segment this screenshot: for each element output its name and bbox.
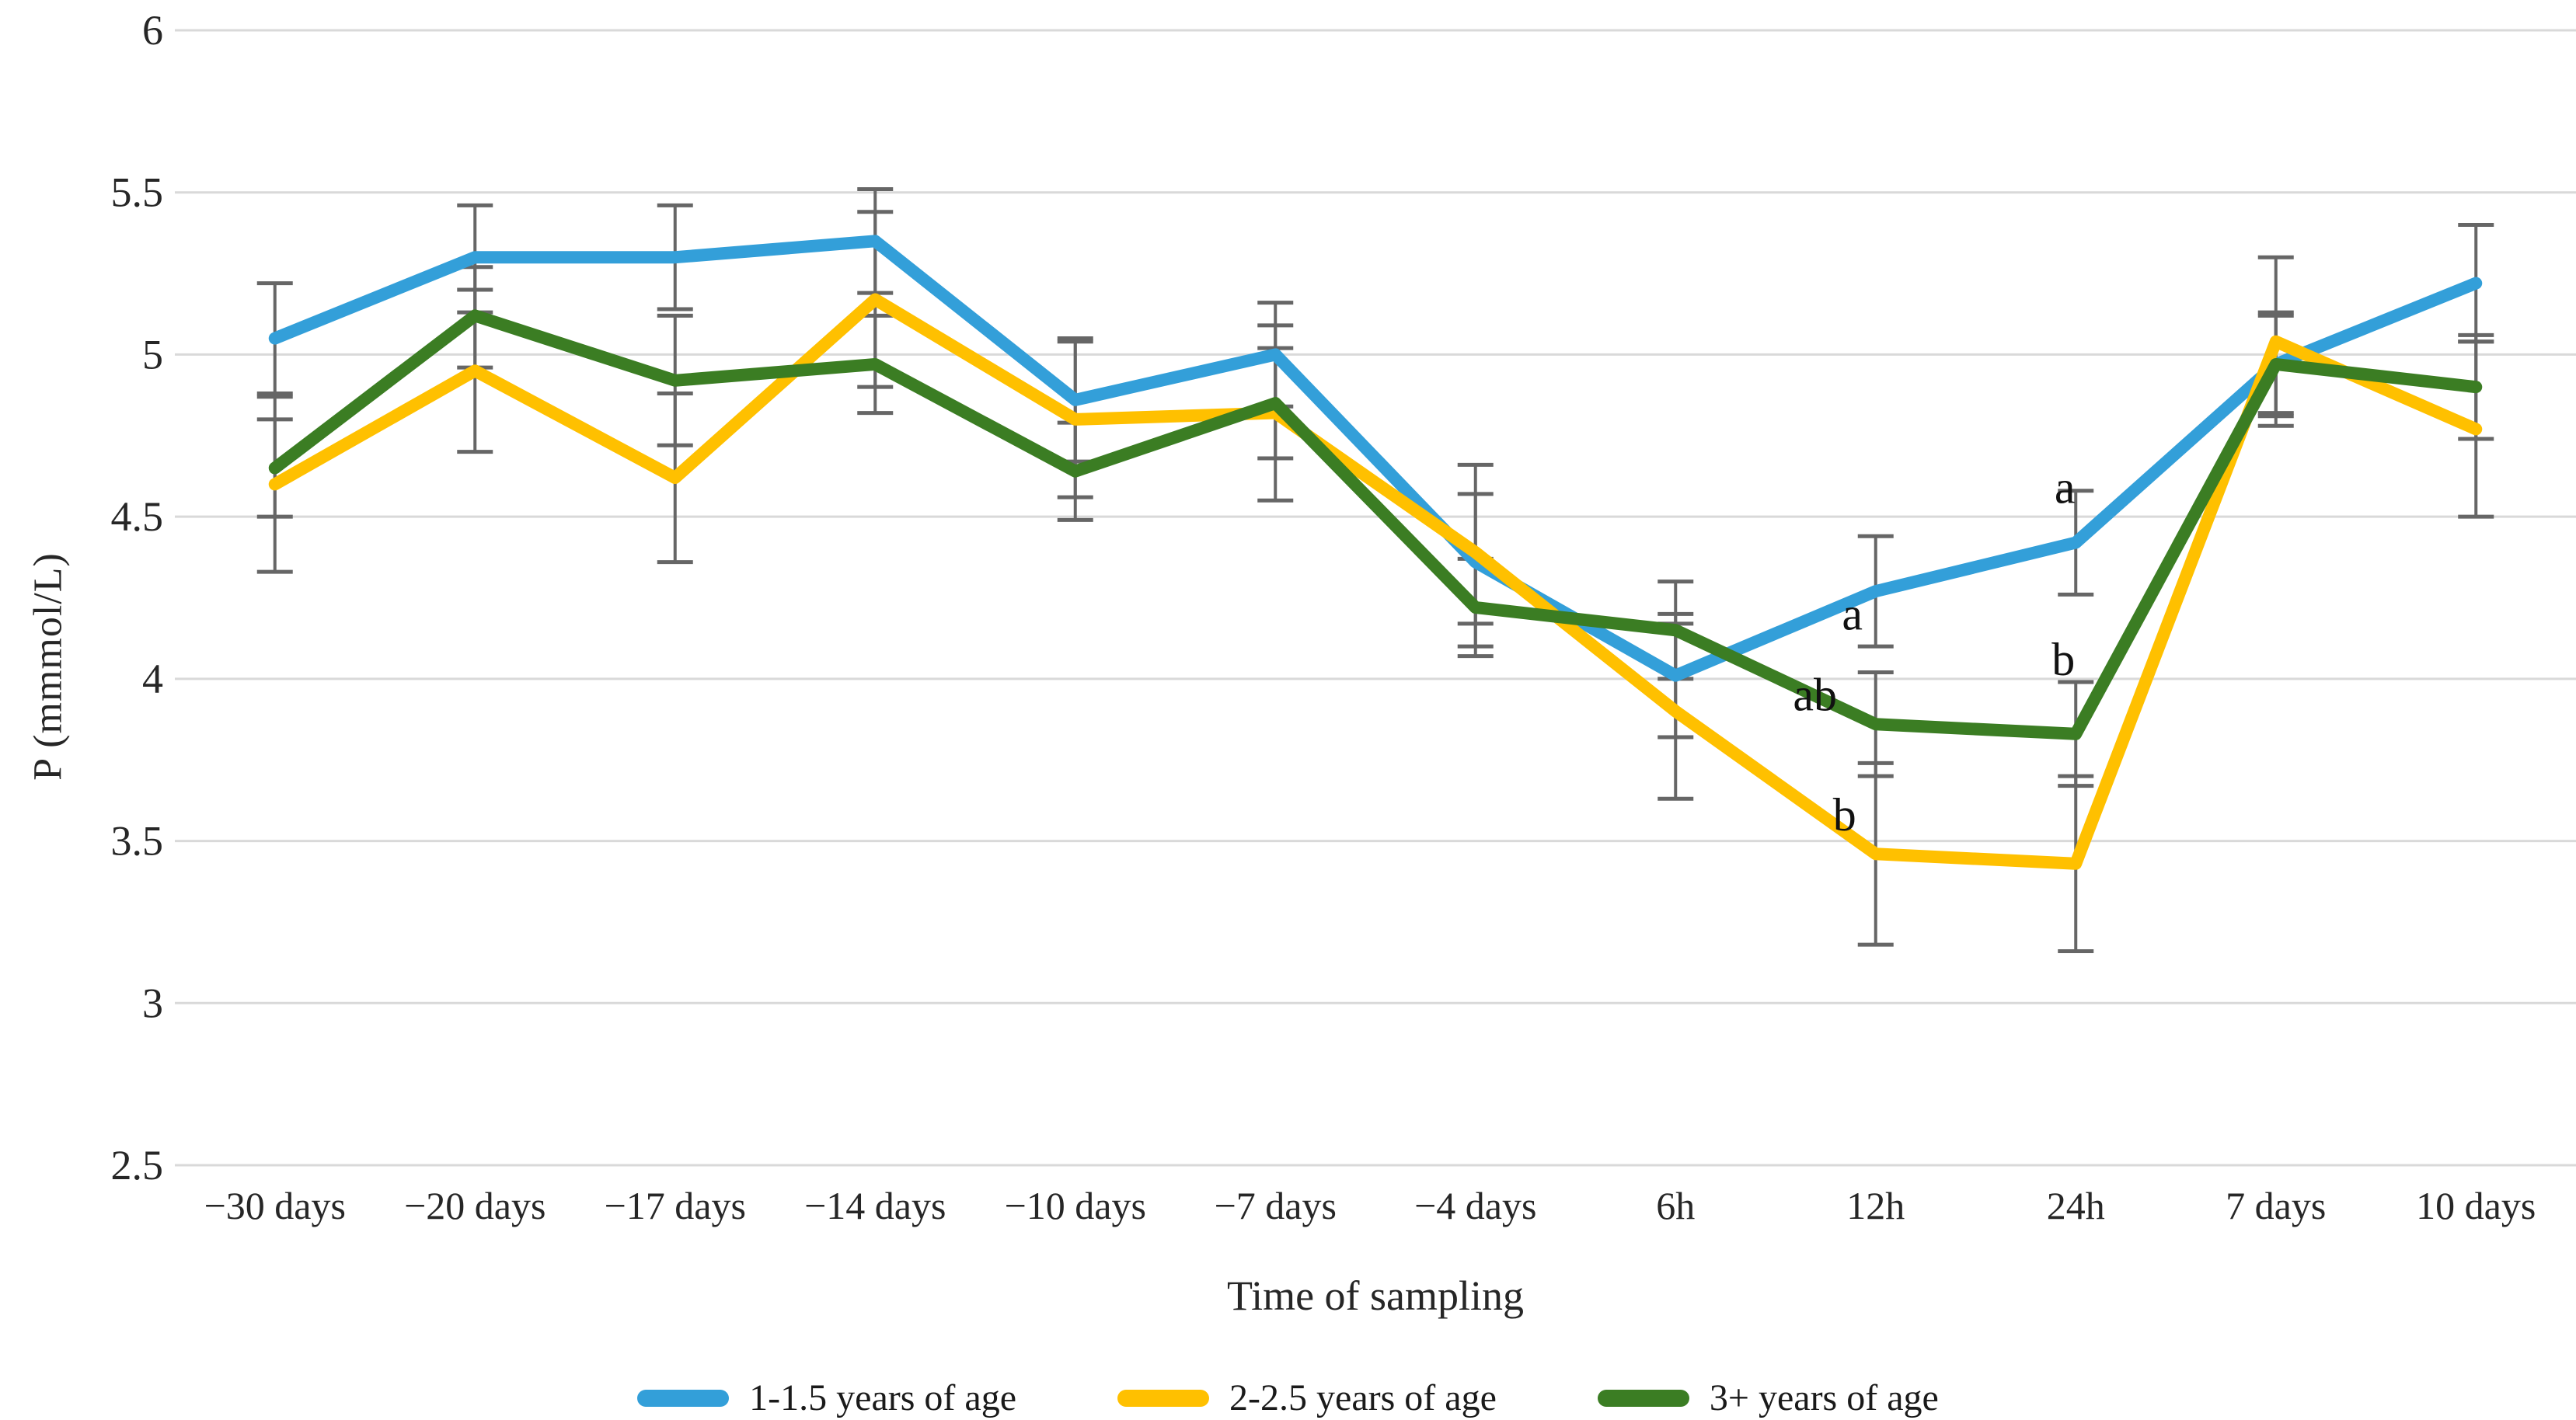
legend-item-1-1-5-years: 1-1.5 years of age: [637, 1376, 1016, 1419]
y-tick-label: 4: [142, 656, 163, 702]
x-tick-label: −14 days: [804, 1184, 946, 1227]
legend-swatch-green: [1597, 1389, 1689, 1407]
y-axis-title: P (mmmol/L): [26, 552, 71, 781]
x-tick-label: −30 days: [204, 1184, 346, 1227]
x-tick-label: 10 days: [2416, 1184, 2536, 1227]
legend-item-3-plus-years: 3+ years of age: [1597, 1376, 1939, 1419]
significance-letter: b: [1833, 789, 1856, 841]
y-tick-label: 5: [142, 331, 163, 378]
x-tick-label: −7 days: [1215, 1184, 1337, 1227]
y-tick-label: 4.5: [111, 493, 164, 540]
x-tick-label: 6h: [1656, 1184, 1695, 1227]
x-tick-label: 24h: [2047, 1184, 2105, 1227]
legend-swatch-yellow: [1117, 1389, 1210, 1407]
significance-letter: b: [2051, 634, 2075, 685]
y-tick-label: 3.5: [111, 818, 164, 865]
x-tick-label: 7 days: [2226, 1184, 2326, 1227]
x-tick-label: −17 days: [605, 1184, 746, 1227]
x-tick-label: −20 days: [404, 1184, 546, 1227]
significance-letter: a: [1842, 588, 1863, 639]
legend: 1-1.5 years of age 2-2.5 years of age 3+…: [0, 1376, 2576, 1419]
y-tick-label: 3: [142, 980, 163, 1026]
y-tick-label: 6: [142, 7, 163, 54]
x-tick-label: −10 days: [1005, 1184, 1146, 1227]
x-axis-title: Time of sampling: [1226, 1272, 1525, 1319]
legend-swatch-blue: [637, 1389, 730, 1407]
legend-item-2-2-5-years: 2-2.5 years of age: [1117, 1376, 1497, 1419]
x-tick-label: 12h: [1846, 1184, 1905, 1227]
y-tick-label: 2.5: [111, 1142, 164, 1189]
legend-label: 1-1.5 years of age: [749, 1377, 1017, 1418]
series-line-3: [268, 309, 2483, 740]
legend-label: 2-2.5 years of age: [1229, 1377, 1497, 1418]
y-tick-label: 5.5: [111, 169, 164, 216]
series-line-2: [268, 293, 2483, 870]
legend-label: 3+ years of age: [1709, 1377, 1939, 1418]
significance-letter: a: [2055, 462, 2076, 513]
x-tick-label: −4 days: [1414, 1184, 1536, 1227]
series-line-1: [268, 235, 2483, 682]
significance-letter: ab: [1793, 670, 1837, 721]
